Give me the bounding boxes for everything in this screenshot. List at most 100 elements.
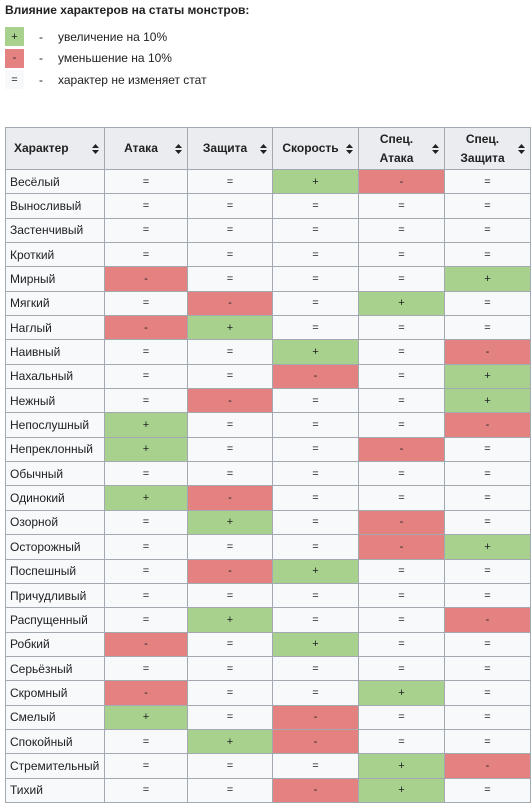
legend-separator: - [39,72,43,87]
table-row: Тихий = = - + = [5,777,531,803]
stat-cell: = [444,680,531,706]
stat-cell: = [104,217,188,244]
stat-cell: = [444,290,531,317]
stat-cell: = [444,777,531,803]
sort-icon[interactable] [518,143,525,154]
stat-cell: = [272,388,359,414]
nature-name: Скромный [5,680,105,706]
stat-cell: = [444,558,531,584]
stat-cell: = [358,266,445,292]
stat-cell: = [444,485,531,511]
title: Влияние характеров на статы монстров: [5,3,250,17]
stat-cell: = [272,655,359,682]
stat-cell: - [104,315,188,341]
stat-cell: = [444,242,531,268]
stat-cell: = [358,655,445,682]
header-label: Спец. Защита [460,131,505,165]
table-row: Поспешный = - + = = [5,558,531,584]
column-header[interactable]: Спец. Атака [358,127,445,170]
stat-cell: + [444,363,531,390]
stat-cell: = [187,266,273,292]
stat-cell: + [358,777,445,803]
table-row: Распущенный = + = = - [5,607,531,633]
stat-cell: = [187,339,273,365]
stat-cell: = [358,412,445,438]
nature-name: Распущенный [5,607,105,633]
stat-cell: - [272,777,359,803]
stat-cell: = [272,217,359,244]
nature-name: Непреклонный [5,436,105,463]
stat-cell: - [187,485,273,511]
stat-cell: = [444,193,531,219]
sort-icon[interactable] [432,143,439,154]
stat-cell: + [187,315,273,341]
stat-cell: = [272,412,359,438]
stat-cell: + [358,680,445,706]
header-label: Спец. Атака [379,131,414,165]
stat-cell: = [272,436,359,463]
header-label: Атака [124,141,158,155]
stat-cell: = [444,217,531,244]
stat-cell: = [272,680,359,706]
legend-item: + - увеличение на 10% [5,26,207,48]
natures-table: Характер Атака Защита Скорость Спец. Атака Сп… [5,127,531,803]
stat-cell: = [272,509,359,536]
column-header[interactable]: Характер [5,127,105,170]
table-row: Одинокий + - = = = [5,485,531,511]
sort-icon[interactable] [260,143,267,154]
nature-name: Застенчивый [5,217,105,244]
stat-cell: - [358,168,445,195]
legend-symbol: - [5,48,24,68]
stat-cell: = [358,388,445,414]
nature-name: Смелый [5,704,105,730]
stat-cell: = [104,655,188,682]
legend-separator: - [39,51,43,66]
stat-cell: = [187,193,273,219]
stat-cell: + [104,704,188,730]
stat-cell: + [358,753,445,779]
stat-cell: = [187,534,273,560]
nature-name: Озорной [5,509,105,536]
stat-cell: = [272,193,359,219]
stat-cell: = [104,558,188,584]
column-header[interactable]: Атака [104,127,188,170]
column-header[interactable]: Спец. Защита [444,127,531,170]
nature-name: Стремительный [5,753,105,779]
column-header[interactable]: Скорость [272,127,359,170]
stat-cell: = [104,582,188,609]
table-row: Серьёзный = = = = = [5,655,531,682]
stat-cell: + [272,339,359,365]
stat-cell: + [187,607,273,633]
table-row: Спокойный = + - = = [5,728,531,755]
stat-cell: = [358,631,445,657]
stat-cell: = [358,363,445,390]
nature-name: Мирный [5,266,105,292]
stat-cell: = [104,534,188,560]
column-header[interactable]: Защита [187,127,273,170]
stat-cell: = [272,242,359,268]
stat-cell: + [104,412,188,438]
legend: + - увеличение на 10% - - уменьшение на 10% = -… [5,26,207,91]
stat-cell: = [444,168,531,195]
sort-icon[interactable] [346,143,353,154]
stat-cell: = [444,655,531,682]
stat-cell: = [187,777,273,803]
sort-icon[interactable] [92,143,99,154]
stat-cell: = [104,290,188,317]
stat-cell: = [444,436,531,463]
legend-item: = - характер не изменяет стат [5,69,207,91]
table-row: Озорной = + = - = [5,509,531,536]
stat-cell: - [444,753,531,779]
sort-icon[interactable] [175,143,182,154]
nature-name: Одинокий [5,485,105,511]
nature-name: Кроткий [5,242,105,268]
stat-cell: = [272,315,359,341]
stat-cell: - [444,607,531,633]
header-label: Характер [14,141,69,155]
nature-name: Мягкий [5,290,105,317]
stat-cell: = [358,315,445,341]
nature-name: Непослушный [5,412,105,438]
stat-cell: = [187,655,273,682]
table-row: Причудливый = = = = = [5,582,531,609]
stat-cell: = [272,582,359,609]
